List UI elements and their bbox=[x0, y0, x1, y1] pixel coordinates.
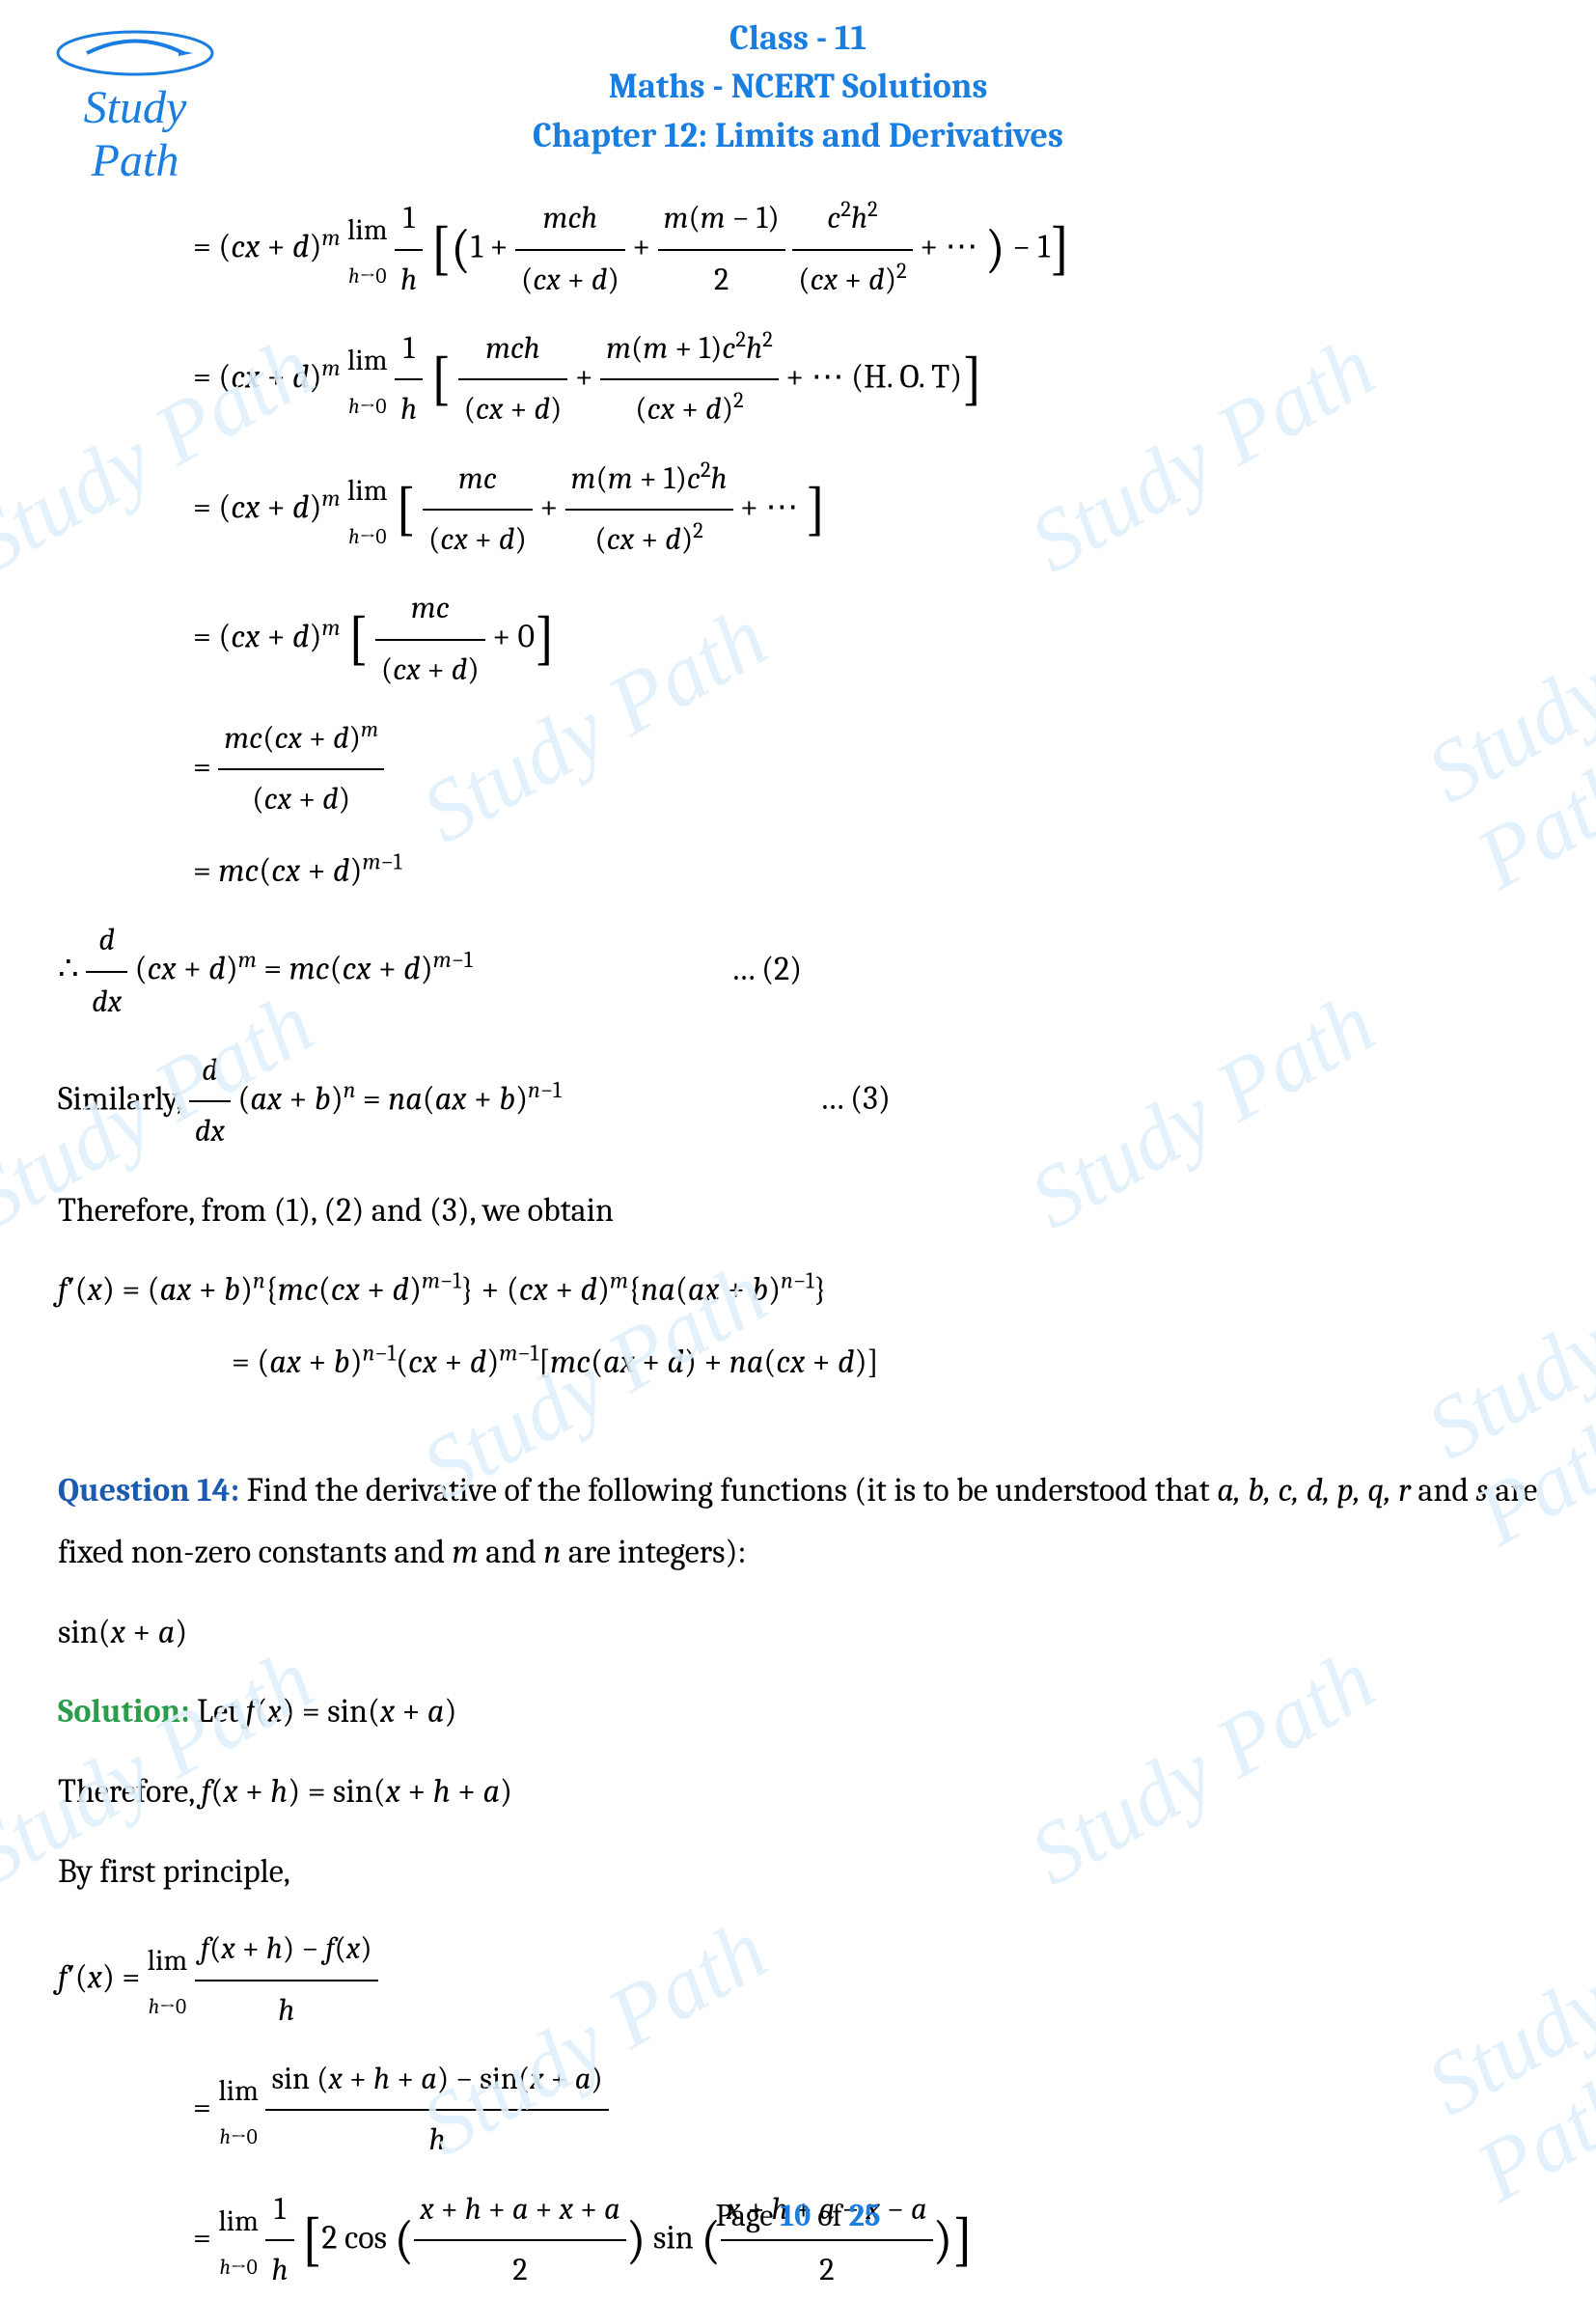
footer-of-word: of bbox=[811, 2198, 848, 2233]
question-function: sin(x + a) bbox=[58, 1601, 1538, 1664]
math-line-3: = (cx + d)m limh→0 [ mc(cx + d) + m(m + … bbox=[58, 450, 1538, 570]
question-vars-3: m bbox=[453, 1533, 479, 1571]
logo: Study Path bbox=[39, 19, 232, 187]
solution-label: Solution: bbox=[58, 1692, 190, 1731]
page-footer: Page 10 of 25 bbox=[0, 2198, 1596, 2233]
hot-label: (H. O. T) bbox=[851, 357, 962, 396]
page-content: = (cx + d)m limh→0 1h [(1 + mch(cx + d) … bbox=[0, 160, 1596, 2300]
result-eq-3: Similarly, ddx (ax + b)n = na(ax + b)n−1… bbox=[58, 1041, 1538, 1162]
first-principle: By first principle, bbox=[58, 1841, 1538, 1903]
logo-pen-icon bbox=[48, 19, 222, 77]
therefore-obtain: Therefore, from (1), (2) and (3), we obt… bbox=[58, 1179, 1538, 1242]
math-line-2: = (cx + d)m limh→0 1h [ mch(cx + d) + m(… bbox=[58, 319, 1538, 440]
similarly-text: Similarly, bbox=[58, 1079, 181, 1118]
fp-definition: f′(x) = limh→0 f(x + h) − f(x)h bbox=[58, 1920, 1538, 2040]
math-line-1: = (cx + d)m limh→0 1h [(1 + mch(cx + d) … bbox=[58, 189, 1538, 310]
question-text-4: and bbox=[479, 1533, 544, 1571]
header-subject: Maths - NCERT Solutions bbox=[0, 63, 1596, 111]
question-label: Question 14: bbox=[58, 1471, 239, 1510]
footer-page-word: Page bbox=[715, 2198, 780, 2233]
header-chapter: Chapter 12: Limits and Derivatives bbox=[0, 112, 1596, 160]
question-text-2: and bbox=[1411, 1471, 1476, 1510]
question-vars-2: s bbox=[1476, 1471, 1488, 1510]
math-line-4: = (cx + d)m [ mc(cx + d) + 0] bbox=[58, 579, 1538, 700]
question-vars-1: a, b, c, d, p, q, r bbox=[1217, 1471, 1411, 1510]
fprime-line-2: = (ax + b)n−1(cx + d)m−1[mc(ax + d) + na… bbox=[58, 1331, 1538, 1394]
footer-current-page: 10 bbox=[780, 2198, 811, 2233]
question-text-5: are integers): bbox=[561, 1533, 746, 1571]
solution-line: Solution: Let f(x) = sin(x + a) bbox=[58, 1680, 1538, 1743]
logo-text: Study Path bbox=[39, 81, 232, 187]
question-14: Question 14: Find the derivative of the … bbox=[58, 1459, 1538, 1584]
math-line-5: = mc(cx + d)m(cx + d) bbox=[58, 709, 1538, 830]
math-line-6: = mc(cx + d)m−1 bbox=[58, 840, 1538, 902]
question-vars-4: n bbox=[543, 1533, 561, 1571]
fprime-line-1: f′(x) = (ax + b)n{mc(cx + d)m−1} + (cx +… bbox=[58, 1259, 1538, 1321]
therefore-fxh: Therefore, f(x + h) = sin(x + h + a) bbox=[58, 1760, 1538, 1823]
eq-marker-2: … (2) bbox=[730, 938, 802, 1001]
result-eq-2: ∴ ddx (cx + d)m = mc(cx + d)m−1 … (2) bbox=[58, 911, 1538, 1032]
fp-step-2: = limh→0 sin (x + h + a) − sin(x + a)h bbox=[58, 2050, 1538, 2171]
page-header: Study Path Class - 11 Maths - NCERT Solu… bbox=[0, 0, 1596, 160]
header-class: Class - 11 bbox=[0, 14, 1596, 63]
footer-total-pages: 25 bbox=[849, 2198, 881, 2233]
eq-marker-3: … (3) bbox=[819, 1067, 891, 1130]
question-text-1: Find the derivative of the following fun… bbox=[239, 1471, 1217, 1510]
